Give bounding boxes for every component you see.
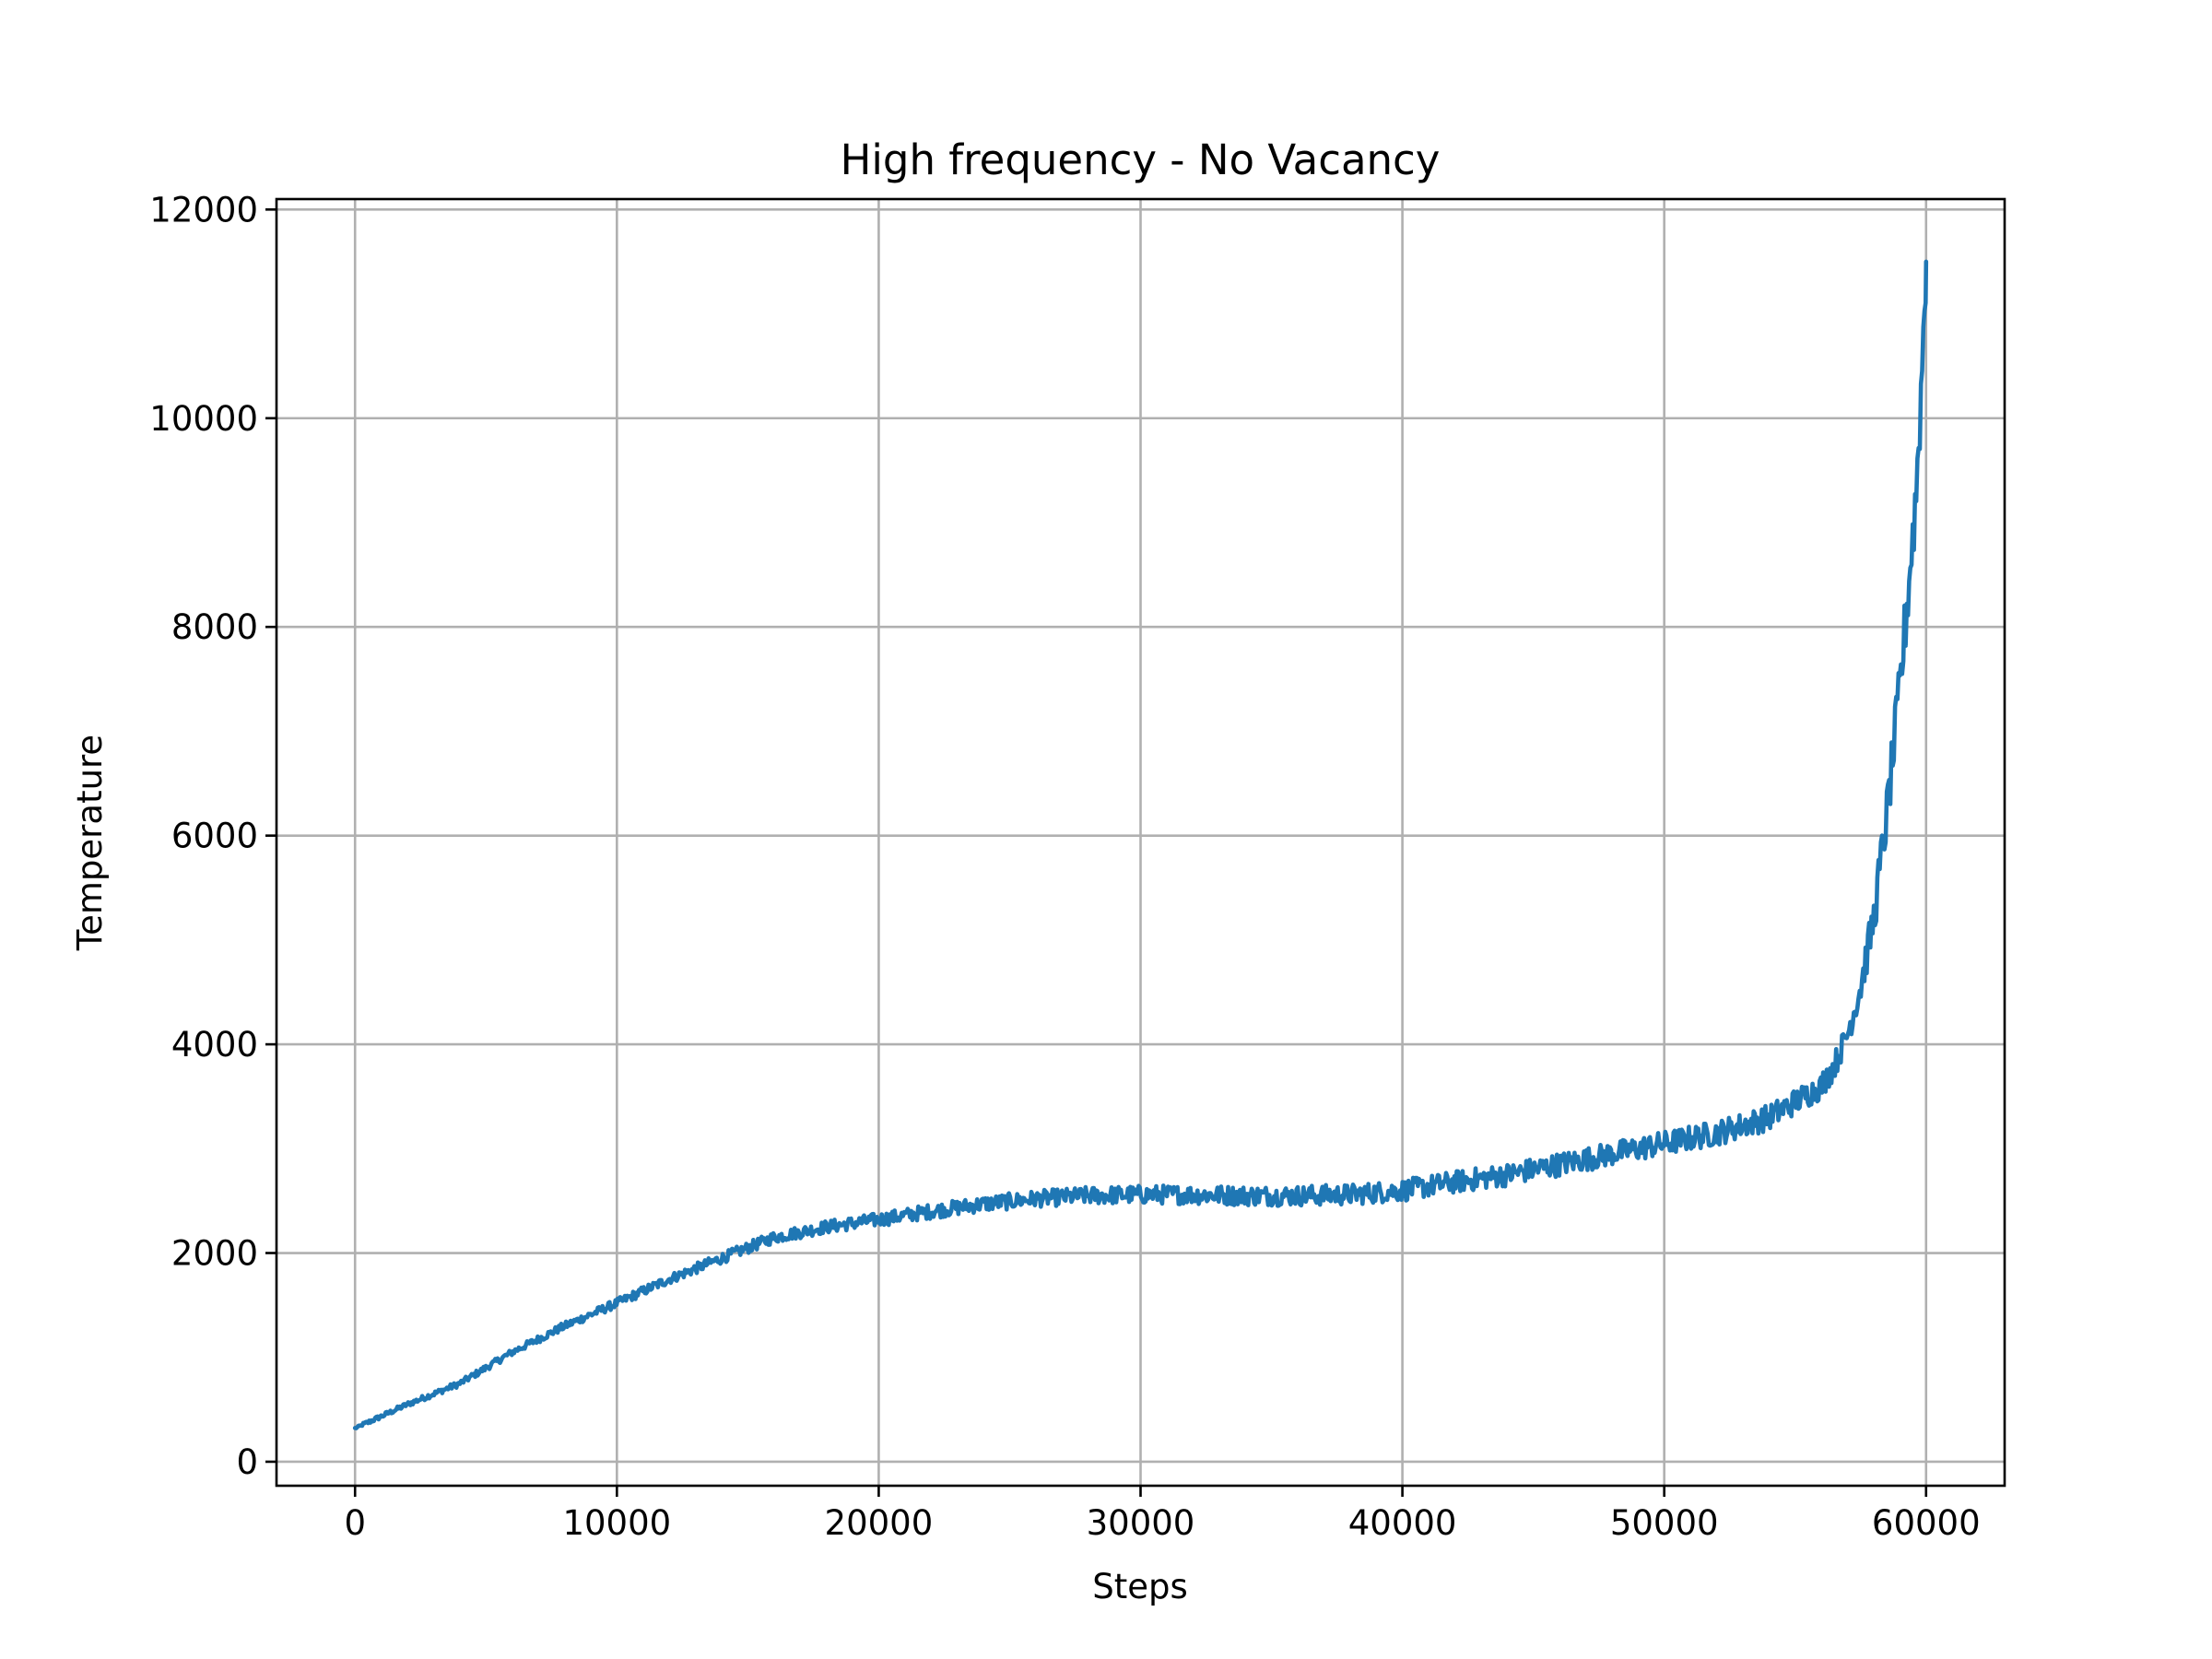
x-axis-ticks: 0 10000 20000 30000 40000 50000 60000 — [344, 1486, 1981, 1543]
y-tick-label: 12000 — [149, 190, 258, 229]
x-tick-label: 10000 — [562, 1503, 671, 1543]
y-axis-ticks: 0 2000 4000 6000 8000 10000 12000 — [149, 190, 276, 1482]
chart-title: High frequency - No Vacancy — [841, 135, 1441, 184]
temperature-series-line — [352, 259, 1929, 1430]
y-tick-label: 0 — [236, 1442, 258, 1482]
y-tick-label: 4000 — [171, 1025, 258, 1065]
y-axis-label: Temperature — [70, 735, 110, 951]
series-layer — [352, 259, 1929, 1430]
y-gridlines — [276, 208, 2005, 1464]
y-tick-label: 8000 — [171, 607, 258, 647]
y-tick-label: 2000 — [171, 1234, 258, 1274]
x-gridlines — [353, 199, 1928, 1486]
y-tick-label: 10000 — [149, 399, 258, 439]
x-axis-label: Steps — [1092, 1567, 1188, 1606]
x-tick-label: 20000 — [825, 1503, 934, 1543]
x-tick-label: 60000 — [1872, 1503, 1981, 1543]
x-tick-label: 0 — [344, 1503, 366, 1543]
x-tick-label: 30000 — [1087, 1503, 1195, 1543]
y-tick-label: 6000 — [171, 817, 258, 856]
x-tick-label: 50000 — [1610, 1503, 1719, 1543]
x-tick-label: 40000 — [1348, 1503, 1457, 1543]
